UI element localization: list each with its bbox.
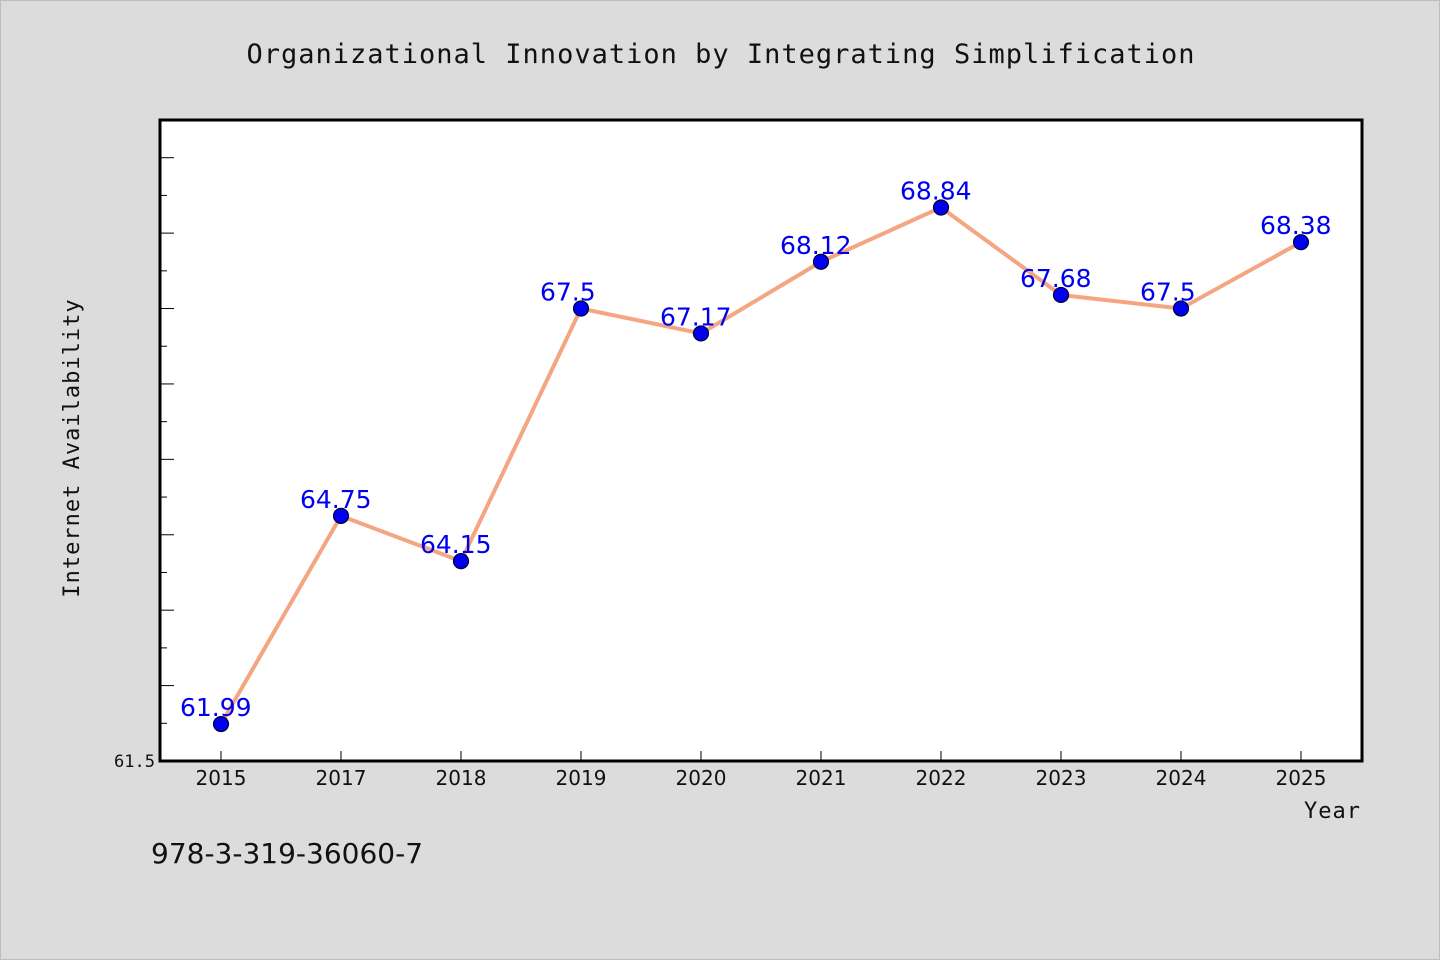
data-label: 68.84: [900, 176, 972, 205]
chart-title: Organizational Innovation by Integrating…: [246, 39, 1195, 70]
x-tick-label: 2023: [1036, 766, 1087, 790]
y-tick-label: 61.5: [114, 752, 155, 772]
y-axis-title: Internet Availability: [60, 298, 85, 597]
data-point: [1172, 300, 1190, 317]
x-axis-ticks: 2015 2017 2018 2019 2020 2021 2022 2023 2024 2025: [196, 751, 1327, 790]
x-tick-label: 2025: [1276, 766, 1327, 790]
data-label: 67.17: [660, 302, 732, 331]
plot-area: [158, 118, 1364, 763]
x-tick-label: 2020: [676, 766, 727, 790]
data-label: 67.5: [1140, 278, 1196, 307]
data-point: [452, 553, 470, 570]
x-axis-title: Year: [1304, 799, 1361, 824]
data-point: [692, 325, 710, 342]
data-label: 67.5: [540, 278, 596, 307]
series-line-group: [219, 205, 1303, 727]
data-point: [1292, 234, 1310, 251]
data-point: [572, 300, 590, 317]
data-label: 64.75: [300, 485, 372, 514]
data-labels: 61.99 64.75 64.15 67.5 67.17 68.12 68.84 67.68 6…: [180, 176, 1332, 722]
x-tick-label: 2021: [796, 766, 847, 790]
data-point: [212, 715, 230, 733]
footer-isbn: 978-3-319-36060-7: [151, 837, 423, 870]
data-point: [932, 199, 950, 216]
data-label: 68.12: [780, 231, 852, 260]
data-point: [1052, 286, 1070, 304]
y-axis-ticks: [160, 119, 174, 762]
data-markers: [212, 199, 1310, 733]
data-label: 61.99: [180, 693, 252, 722]
x-tick-label: 2024: [1156, 766, 1207, 790]
x-tick-label: 2018: [436, 766, 487, 790]
x-tick-label: 2019: [556, 766, 607, 790]
data-label: 67.68: [1020, 264, 1092, 293]
x-tick-label: 2022: [916, 766, 967, 790]
x-tick-label: 2017: [316, 766, 367, 790]
data-point: [812, 253, 830, 270]
data-point: [332, 507, 350, 525]
x-tick-label: 2015: [196, 766, 247, 790]
data-label: 68.38: [1260, 211, 1332, 240]
data-label: 64.15: [420, 530, 492, 559]
series-line: [219, 205, 1303, 727]
